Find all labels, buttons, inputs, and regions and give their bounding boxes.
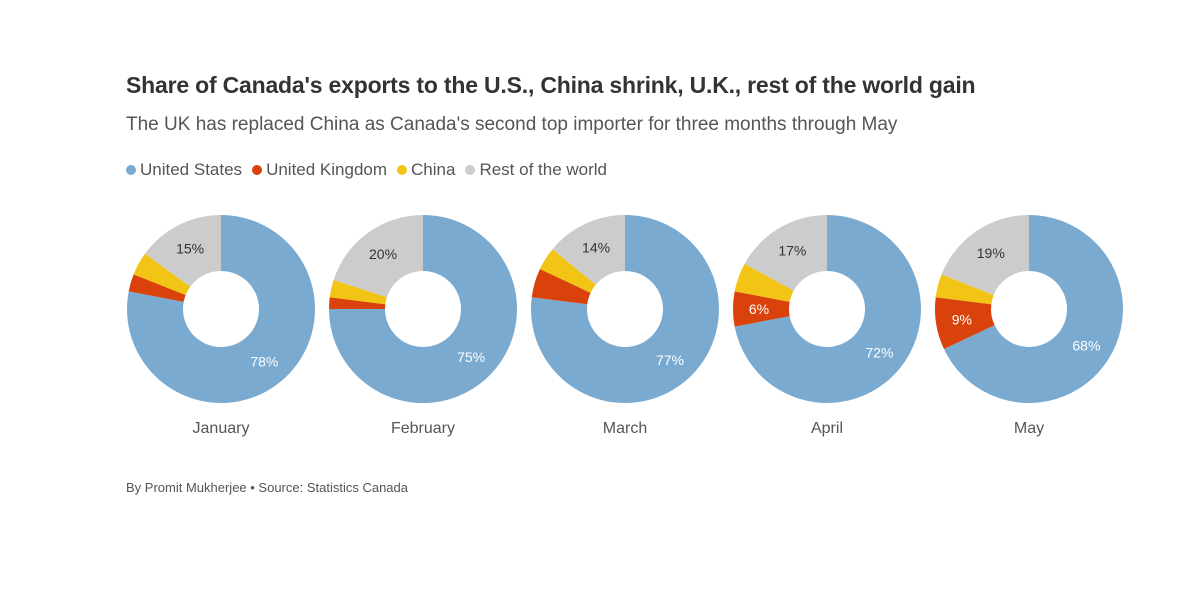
slice-label-january-rest-of-the-world: 15% bbox=[176, 240, 204, 256]
slice-march-rest-of-the-world bbox=[552, 215, 625, 285]
legend-dot-united-kingdom bbox=[252, 165, 263, 175]
legend-label-united-kingdom: United Kingdom bbox=[266, 160, 388, 179]
donut-april: 72% 6% 17% April bbox=[733, 215, 921, 437]
legend-label-china: China bbox=[411, 160, 456, 179]
slice-label-january-united-states: 78% bbox=[250, 353, 278, 369]
slice-label-march-rest-of-the-world: 14% bbox=[582, 239, 610, 255]
donut-charts-area: 78% 15% January 75% 20% February 77% 14% March 72… bbox=[118, 205, 1138, 455]
legend-dot-rest-of-world bbox=[465, 165, 476, 175]
slice-february-united-kingdom bbox=[329, 297, 386, 309]
chart-title: Share of Canada's exports to the U.S., C… bbox=[126, 72, 976, 98]
slice-february-united-states bbox=[329, 215, 517, 403]
slice-label-april-rest-of-the-world: 17% bbox=[778, 242, 806, 258]
slice-february-rest-of-the-world bbox=[333, 215, 423, 298]
slice-may-united-kingdom bbox=[935, 297, 995, 350]
donut-charts-svg: 78% 15% January 75% 20% February 77% 14% March 72… bbox=[126, 215, 1123, 437]
slice-may-united-states bbox=[943, 215, 1123, 403]
slice-april-united-states bbox=[734, 215, 921, 403]
legend-label-rest-of-world: Rest of the world bbox=[479, 160, 608, 179]
legend-dot-united-states bbox=[126, 165, 136, 175]
donut-january: 78% 15% January bbox=[126, 215, 315, 437]
slice-april-united-kingdom bbox=[733, 291, 790, 327]
slice-january-united-states bbox=[126, 215, 315, 403]
month-label-april: April bbox=[811, 420, 843, 437]
month-label-february: February bbox=[391, 420, 455, 437]
slice-label-april-united-kingdom: 6% bbox=[749, 301, 769, 317]
slice-march-china bbox=[539, 249, 596, 293]
legend-dot-china bbox=[397, 165, 408, 175]
month-label-march: March bbox=[603, 420, 647, 437]
slice-march-united-states bbox=[531, 215, 719, 403]
slice-label-march-united-states: 77% bbox=[656, 352, 684, 368]
donut-february: 75% 20% February bbox=[329, 215, 517, 437]
donut-may: 68% 9% 19% May bbox=[935, 215, 1123, 437]
legend-item-rest-of-world: Rest of the world bbox=[465, 160, 607, 180]
legend-item-united-kingdom: United Kingdom bbox=[252, 160, 387, 180]
month-label-may: May bbox=[1014, 420, 1044, 437]
legend-item-china: China bbox=[397, 160, 455, 180]
slice-label-february-rest-of-the-world: 20% bbox=[369, 246, 397, 262]
slice-april-rest-of-the-world bbox=[744, 215, 827, 291]
chart-subtitle: The UK has replaced China as Canada's se… bbox=[126, 114, 898, 135]
slice-label-may-united-kingdom: 9% bbox=[952, 312, 972, 328]
slice-label-may-united-states: 68% bbox=[1072, 337, 1100, 353]
slice-january-united-kingdom bbox=[128, 274, 186, 302]
source-credit: By Promit Mukherjee • Source: Statistics… bbox=[126, 480, 409, 495]
slice-label-february-united-states: 75% bbox=[457, 349, 485, 365]
slice-april-china bbox=[734, 263, 794, 302]
legend-item-united-states: United States bbox=[126, 160, 242, 180]
slice-may-china bbox=[935, 274, 994, 305]
slice-february-china bbox=[329, 279, 387, 305]
donut-march: 77% 14% March bbox=[531, 215, 719, 437]
legend-label-united-states: United States bbox=[140, 160, 243, 179]
slice-may-rest-of-the-world bbox=[941, 215, 1029, 296]
slice-label-april-united-states: 72% bbox=[865, 344, 893, 360]
slice-label-may-rest-of-the-world: 19% bbox=[977, 245, 1005, 261]
legend: United States United Kingdom China Rest … bbox=[126, 160, 617, 180]
slice-march-united-kingdom bbox=[531, 268, 591, 305]
slice-january-rest-of-the-world bbox=[144, 215, 221, 287]
slice-january-china bbox=[133, 253, 191, 296]
month-label-january: January bbox=[193, 420, 250, 437]
